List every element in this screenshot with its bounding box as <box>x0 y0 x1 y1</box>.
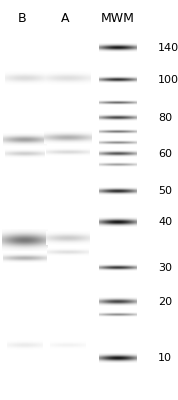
Text: MWM: MWM <box>101 12 135 25</box>
Text: A: A <box>61 12 69 25</box>
Text: 40: 40 <box>158 217 172 227</box>
Text: 10: 10 <box>158 353 172 363</box>
Text: 140: 140 <box>158 43 178 53</box>
Text: 30: 30 <box>158 263 172 273</box>
Text: 20: 20 <box>158 297 172 307</box>
Text: B: B <box>18 12 26 25</box>
Text: 60: 60 <box>158 149 172 159</box>
Text: 100: 100 <box>158 75 178 85</box>
Text: 50: 50 <box>158 186 172 196</box>
Text: 80: 80 <box>158 113 172 123</box>
